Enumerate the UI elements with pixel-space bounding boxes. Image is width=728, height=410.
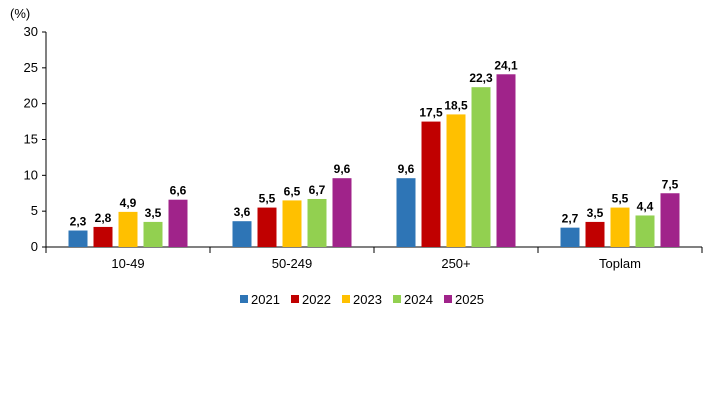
data-label: 17,5 bbox=[419, 106, 443, 120]
y-tick-label: 0 bbox=[31, 239, 38, 254]
legend-label: 2024 bbox=[404, 292, 433, 307]
bar bbox=[68, 230, 88, 247]
data-label: 9,6 bbox=[334, 162, 351, 176]
bar bbox=[396, 178, 416, 247]
x-axis: 10-49 50-249 250+ Toplam bbox=[45, 246, 703, 271]
bar bbox=[168, 199, 188, 247]
bar bbox=[332, 178, 352, 247]
legend-swatch bbox=[444, 295, 452, 303]
legend-swatch bbox=[342, 295, 350, 303]
bar bbox=[471, 87, 491, 247]
bar bbox=[282, 200, 302, 247]
y-tick-label: 15 bbox=[24, 132, 38, 147]
bar bbox=[660, 193, 680, 247]
data-label: 2,8 bbox=[95, 211, 112, 225]
legend-label: 2023 bbox=[353, 292, 382, 307]
data-label: 5,5 bbox=[612, 192, 629, 206]
data-label: 6,7 bbox=[309, 183, 326, 197]
legend: 2021 2022 2023 2024 2025 bbox=[240, 292, 484, 307]
data-label: 7,5 bbox=[662, 177, 679, 191]
data-label: 3,5 bbox=[145, 206, 162, 220]
bar bbox=[143, 221, 163, 247]
bar bbox=[257, 207, 277, 247]
legend-label: 2025 bbox=[455, 292, 484, 307]
y-tick-label: 25 bbox=[24, 60, 38, 75]
y-axis: 0 5 10 15 20 25 30 bbox=[24, 24, 47, 254]
bar bbox=[118, 211, 138, 247]
y-unit-label: (%) bbox=[10, 6, 30, 21]
bar bbox=[610, 207, 630, 247]
data-label: 22,3 bbox=[469, 71, 493, 85]
data-label: 2,7 bbox=[562, 212, 579, 226]
data-label: 24,1 bbox=[494, 58, 518, 72]
bar bbox=[421, 121, 441, 247]
bar bbox=[232, 221, 252, 247]
y-tick-label: 10 bbox=[24, 167, 38, 182]
legend-swatch bbox=[393, 295, 401, 303]
data-label: 4,9 bbox=[120, 196, 137, 210]
bar bbox=[446, 114, 466, 248]
x-tick-label: 50-249 bbox=[272, 256, 312, 271]
data-label: 2,3 bbox=[70, 215, 87, 229]
bar bbox=[93, 226, 113, 247]
bar bbox=[585, 221, 605, 247]
data-label: 6,6 bbox=[170, 184, 187, 198]
y-tick-label: 30 bbox=[24, 24, 38, 39]
bar bbox=[307, 198, 327, 247]
data-label: 6,5 bbox=[284, 184, 301, 198]
bar bbox=[496, 74, 516, 248]
x-tick-label: Toplam bbox=[599, 256, 641, 271]
legend-label: 2022 bbox=[302, 292, 331, 307]
x-tick-label: 10-49 bbox=[111, 256, 144, 271]
data-label: 3,5 bbox=[587, 206, 604, 220]
data-label: 3,6 bbox=[234, 205, 251, 219]
data-label: 18,5 bbox=[444, 98, 468, 112]
y-tick-label: 5 bbox=[31, 203, 38, 218]
legend-swatch bbox=[240, 295, 248, 303]
legend-swatch bbox=[291, 295, 299, 303]
bar bbox=[635, 215, 655, 247]
data-label: 4,4 bbox=[637, 199, 654, 213]
data-label: 5,5 bbox=[259, 192, 276, 206]
data-labels: 2,3 2,8 4,9 3,5 6,6 3,6 5,5 6,5 6,7 9,6 9,6 17,518,… bbox=[70, 58, 679, 228]
data-label: 9,6 bbox=[398, 162, 415, 176]
legend-label: 2021 bbox=[251, 292, 280, 307]
bars bbox=[68, 74, 680, 248]
x-tick-label: 250+ bbox=[441, 256, 470, 271]
bar bbox=[560, 227, 580, 247]
y-tick-label: 20 bbox=[24, 96, 38, 111]
